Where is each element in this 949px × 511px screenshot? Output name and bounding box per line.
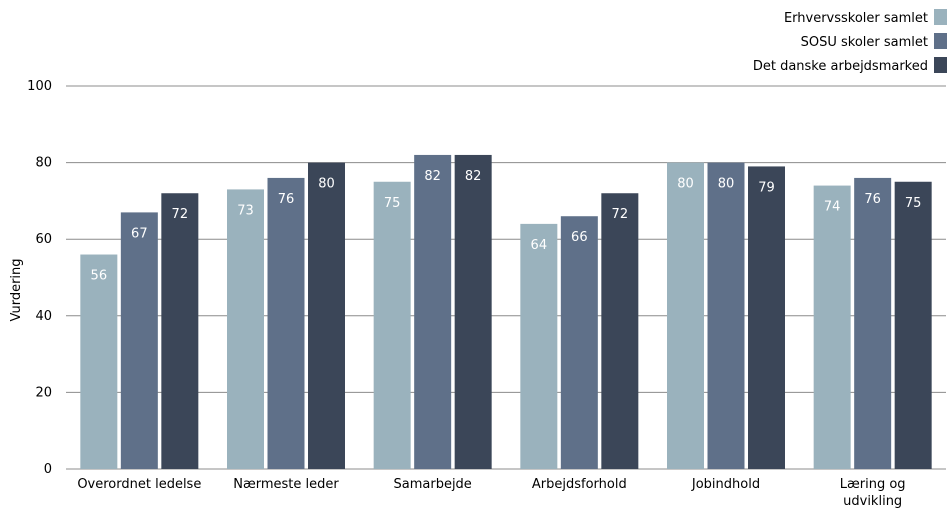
category-label: Samarbejde bbox=[394, 477, 472, 492]
y-tick-label: 60 bbox=[35, 232, 52, 247]
bar bbox=[227, 189, 264, 469]
legend: Erhvervsskoler samlet SOSU skoler samlet D… bbox=[753, 9, 947, 74]
bar bbox=[80, 254, 118, 469]
y-tick-label: 20 bbox=[35, 385, 52, 400]
category-label: Overordnet ledelse bbox=[77, 477, 201, 492]
bar bbox=[748, 166, 785, 469]
bar-value-label: 75 bbox=[384, 196, 401, 211]
category-labels: Overordnet ledelse Nærmeste leder Samarbej… bbox=[77, 477, 905, 509]
bar-value-label: 56 bbox=[91, 269, 108, 284]
bar-value-label: 74 bbox=[824, 200, 841, 215]
legend-label: Erhvervsskoler samlet bbox=[784, 11, 928, 26]
bar bbox=[414, 154, 452, 469]
category-label: Nærmeste leder bbox=[233, 477, 339, 492]
bar-value-label: 82 bbox=[465, 169, 482, 184]
y-tick-label: 100 bbox=[27, 79, 52, 94]
bar bbox=[161, 193, 199, 470]
bar bbox=[813, 185, 851, 469]
category-label: Arbejdsforhold bbox=[532, 477, 627, 492]
bar-value-label: 80 bbox=[677, 177, 694, 192]
bar bbox=[267, 177, 305, 470]
bar-value-label: 76 bbox=[278, 192, 295, 207]
bar-value-label: 67 bbox=[131, 226, 148, 241]
grid-lines bbox=[66, 85, 946, 470]
bar bbox=[308, 162, 345, 469]
legend-swatch bbox=[934, 57, 947, 73]
bar bbox=[120, 212, 158, 469]
legend-swatch bbox=[934, 9, 947, 25]
legend-swatch bbox=[934, 33, 947, 49]
y-tick-label: 0 bbox=[44, 462, 52, 477]
bar bbox=[894, 181, 932, 469]
bar-value-label: 72 bbox=[172, 207, 189, 222]
legend-label: Det danske arbejdsmarked bbox=[753, 59, 928, 74]
bar bbox=[854, 177, 892, 470]
bar bbox=[707, 162, 745, 469]
bar-value-label: 64 bbox=[531, 238, 548, 253]
bars bbox=[80, 154, 932, 470]
bar bbox=[373, 181, 411, 469]
bar-value-label: 76 bbox=[864, 192, 881, 207]
bar-value-label: 73 bbox=[237, 203, 254, 218]
legend-label: SOSU skoler samlet bbox=[801, 35, 928, 50]
bar-value-label: 80 bbox=[718, 177, 735, 192]
category-label: Læring og bbox=[840, 477, 906, 492]
bar-value-label: 79 bbox=[758, 180, 775, 195]
bar bbox=[520, 223, 558, 469]
bar-value-label: 75 bbox=[905, 196, 922, 211]
bar bbox=[601, 193, 639, 470]
y-tick-label: 80 bbox=[35, 156, 52, 171]
bar-value-label: 80 bbox=[318, 177, 335, 192]
bar-value-label: 66 bbox=[571, 230, 588, 245]
y-tick-label: 40 bbox=[35, 309, 52, 324]
y-axis-title: Vurdering bbox=[9, 258, 24, 321]
bar-value-label: 82 bbox=[424, 169, 441, 184]
y-axis-ticks: 0 20 40 60 80 100 bbox=[27, 79, 52, 477]
bar bbox=[667, 162, 704, 469]
bar-value-label: 72 bbox=[612, 207, 629, 222]
bar-value-labels: 56 73 75 64 80 74 67 76 82 66 80 76 72 80 82 72 79 75 bbox=[91, 169, 922, 284]
bar bbox=[454, 154, 492, 469]
bar bbox=[560, 216, 598, 469]
category-label: udvikling bbox=[843, 494, 902, 509]
category-label: Jobindhold bbox=[691, 477, 760, 492]
